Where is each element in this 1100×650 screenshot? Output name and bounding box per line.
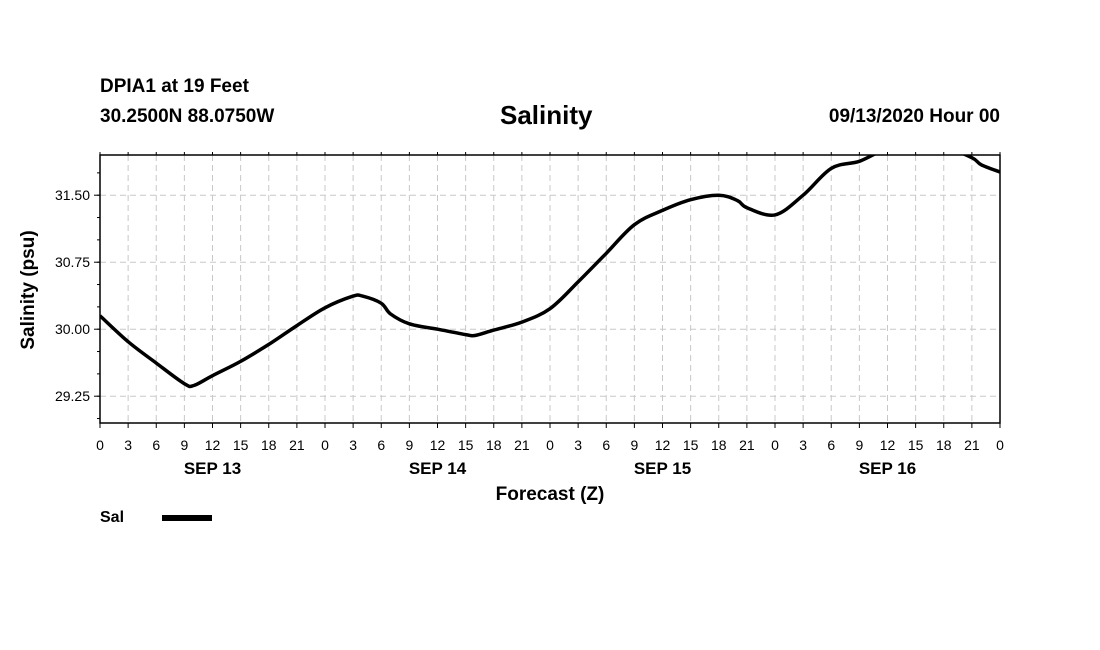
plot-frame: [99, 154, 1001, 424]
x-tick-label: 15: [908, 437, 924, 453]
x-tick-label: 9: [180, 437, 188, 453]
chart-title: Salinity: [500, 100, 593, 130]
x-tick-label: 6: [602, 437, 610, 453]
x-tick-label: 21: [514, 437, 530, 453]
day-label: SEP 16: [859, 459, 916, 478]
legend-label: Sal: [100, 509, 125, 526]
y-tick-label: 31.50: [55, 187, 90, 203]
y-axis-title: Salinity (psu): [18, 230, 39, 349]
x-tick-label: 21: [289, 437, 305, 453]
x-tick-label: 3: [349, 437, 357, 453]
coordinates-label: 30.2500N 88.0750W: [100, 106, 275, 127]
legend-swatch-sal: [162, 515, 212, 521]
x-tick-label: 12: [205, 437, 221, 453]
x-tick-label: 9: [855, 437, 863, 453]
forecast-timestamp: 09/13/2020 Hour 00: [828, 106, 1000, 127]
x-tick-label: 21: [964, 437, 980, 453]
x-tick-label: 6: [377, 437, 385, 453]
x-tick-label: 18: [261, 437, 277, 453]
y-tick-label: 30.75: [55, 254, 90, 270]
x-tick-label: 6: [152, 437, 160, 453]
x-tick-label: 12: [430, 437, 446, 453]
x-tick-label: 18: [711, 437, 727, 453]
x-tick-label: 15: [233, 437, 249, 453]
x-tick-label: 0: [996, 437, 1004, 453]
x-axis-title: Forecast (Z): [496, 484, 605, 505]
x-tick-label: 12: [655, 437, 671, 453]
station-label: DPIA1 at 19 Feet: [100, 76, 249, 97]
x-tick-label: 18: [936, 437, 952, 453]
x-tick-label: 0: [771, 437, 779, 453]
x-tick-label: 3: [799, 437, 807, 453]
day-label: SEP 14: [409, 459, 467, 478]
y-tick-label: 30.00: [55, 321, 90, 337]
x-tick-label: 6: [827, 437, 835, 453]
x-tick-label: 3: [124, 437, 132, 453]
x-tick-label: 21: [739, 437, 755, 453]
x-tick-label: 3: [574, 437, 582, 453]
day-label: SEP 13: [184, 459, 241, 478]
x-tick-label: 0: [321, 437, 329, 453]
x-tick-label: 9: [405, 437, 413, 453]
x-tick-label: 0: [546, 437, 554, 453]
x-tick-label: 12: [880, 437, 896, 453]
day-label: SEP 15: [634, 459, 691, 478]
series-line-sal: [100, 155, 1000, 389]
legend: Sal: [100, 509, 212, 527]
x-tick-label: 18: [486, 437, 502, 453]
x-tick-label: 0: [96, 437, 104, 453]
x-tick-label: 15: [683, 437, 699, 453]
y-tick-label: 29.25: [55, 388, 90, 404]
x-tick-label: 9: [630, 437, 638, 453]
x-tick-label: 15: [458, 437, 474, 453]
